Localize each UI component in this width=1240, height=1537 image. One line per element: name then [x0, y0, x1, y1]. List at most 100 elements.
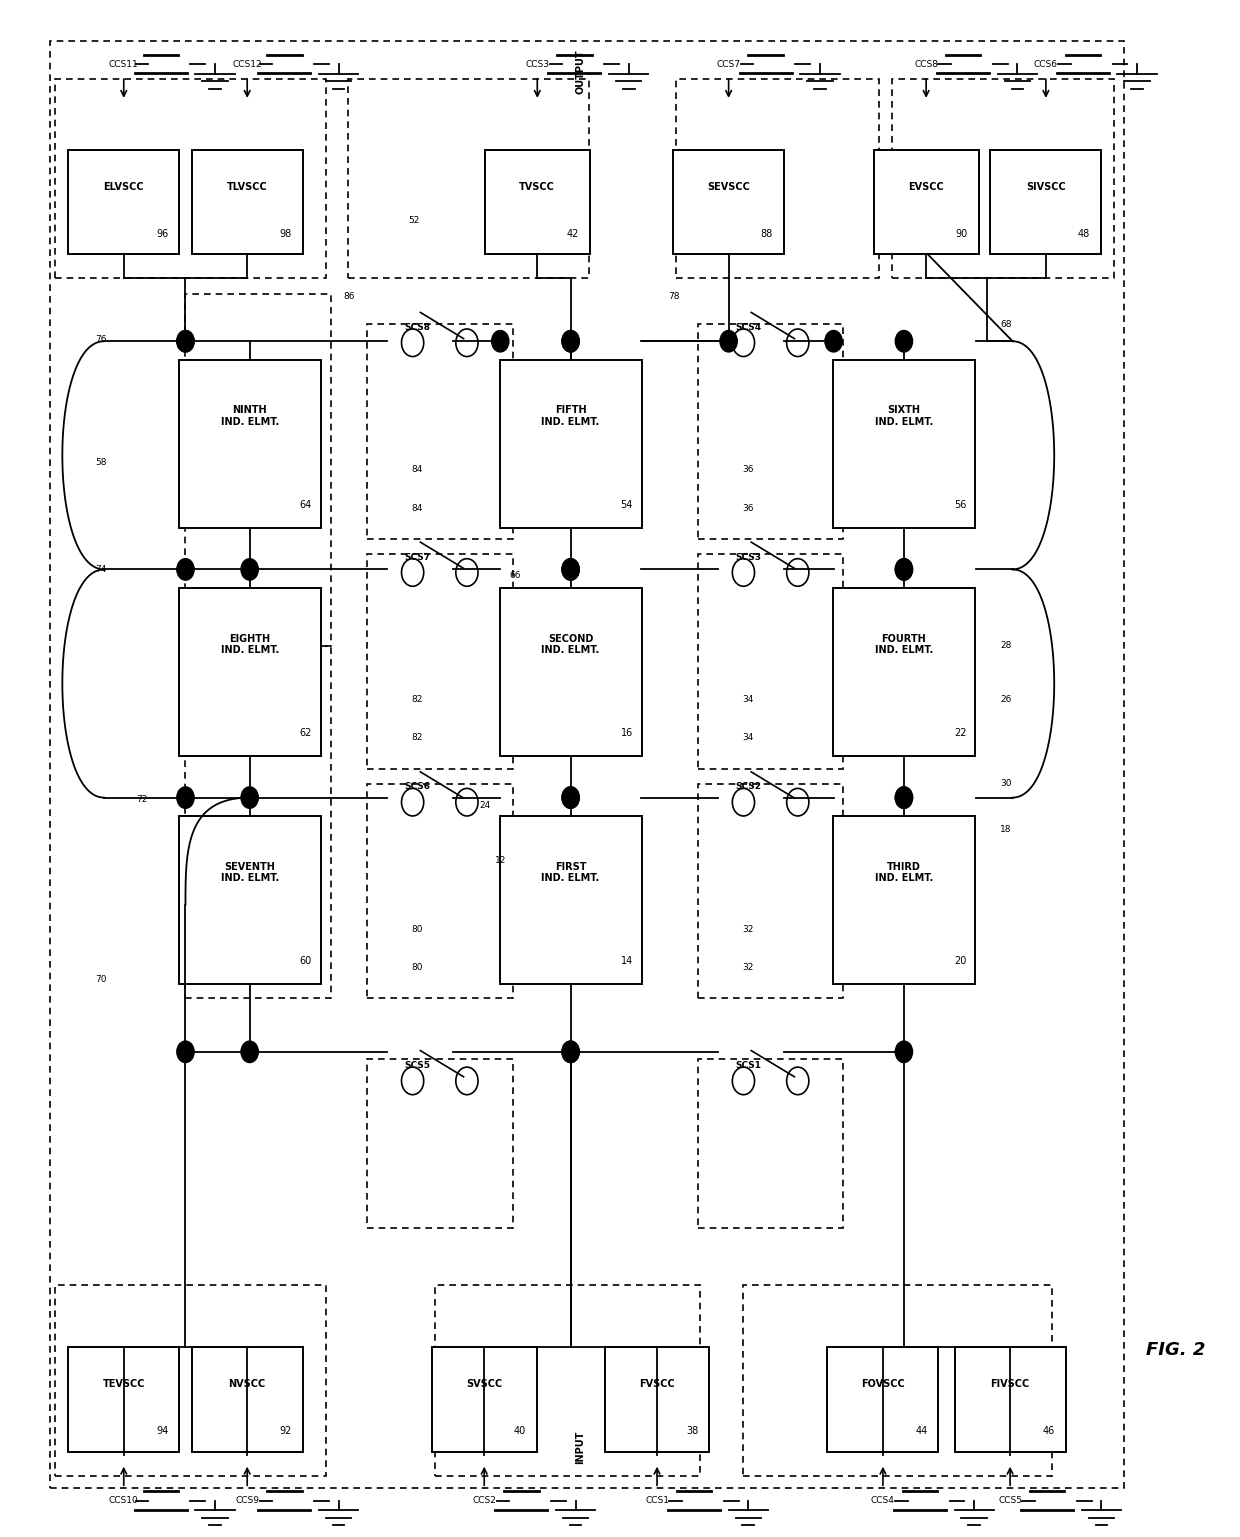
Bar [605, 1348, 709, 1451]
Bar [833, 816, 975, 984]
Text: 36: 36 [743, 504, 754, 513]
Circle shape [241, 787, 258, 808]
Text: 14: 14 [621, 956, 632, 967]
Text: 94: 94 [156, 1426, 169, 1436]
Bar [68, 149, 180, 254]
Circle shape [177, 330, 195, 352]
Text: 48: 48 [1078, 229, 1090, 238]
Text: 80: 80 [410, 925, 423, 934]
Bar [698, 555, 843, 768]
Bar [367, 555, 512, 768]
Text: 32: 32 [743, 964, 754, 971]
Text: 84: 84 [412, 504, 423, 513]
Text: 58: 58 [95, 458, 107, 467]
Text: SCS8: SCS8 [404, 323, 430, 332]
Circle shape [562, 330, 579, 352]
Text: ELVSCC: ELVSCC [103, 181, 144, 192]
Text: THIRD
IND. ELMT.: THIRD IND. ELMT. [874, 862, 932, 884]
Text: CCS3: CCS3 [526, 60, 549, 69]
Text: CCS2: CCS2 [472, 1496, 496, 1505]
Text: CCS1: CCS1 [645, 1496, 670, 1505]
Text: TEVSCC: TEVSCC [103, 1379, 145, 1389]
Text: 78: 78 [668, 292, 680, 301]
Bar [186, 646, 331, 998]
Text: 22: 22 [954, 729, 966, 738]
Text: CCS11: CCS11 [109, 60, 139, 69]
Text: 38: 38 [686, 1426, 698, 1436]
Text: 68: 68 [1001, 320, 1012, 329]
Text: TVSCC: TVSCC [520, 181, 556, 192]
Bar [192, 149, 303, 254]
Text: SCS1: SCS1 [735, 1061, 761, 1070]
Bar [50, 41, 1123, 1488]
Bar [500, 587, 641, 756]
Text: 80: 80 [412, 964, 423, 971]
Text: 96: 96 [156, 229, 169, 238]
Text: SCS4: SCS4 [735, 323, 761, 332]
Circle shape [562, 558, 579, 579]
Bar [367, 1059, 512, 1228]
Text: 54: 54 [620, 500, 632, 510]
Text: SCS3: SCS3 [735, 553, 761, 561]
Text: CCS9: CCS9 [236, 1496, 259, 1505]
Text: 60: 60 [300, 956, 312, 967]
Circle shape [825, 330, 842, 352]
Bar [991, 149, 1101, 254]
Text: SECOND
IND. ELMT.: SECOND IND. ELMT. [542, 633, 600, 655]
Text: SCS2: SCS2 [735, 782, 761, 792]
Text: 32: 32 [742, 925, 754, 934]
Text: 28: 28 [1001, 641, 1012, 650]
Bar [874, 149, 978, 254]
Circle shape [562, 787, 579, 808]
Text: 76: 76 [95, 335, 107, 344]
Text: SCS7: SCS7 [404, 553, 430, 561]
Text: 92: 92 [279, 1426, 291, 1436]
Circle shape [895, 787, 913, 808]
Bar [348, 80, 589, 278]
Circle shape [177, 330, 195, 352]
Bar [827, 1348, 939, 1451]
Text: OUTPUT: OUTPUT [575, 49, 585, 94]
Text: FIRST
IND. ELMT.: FIRST IND. ELMT. [542, 862, 600, 884]
Text: NVSCC: NVSCC [228, 1379, 265, 1389]
Circle shape [241, 1041, 258, 1062]
Text: 84: 84 [412, 466, 423, 475]
Bar [68, 1348, 180, 1451]
Text: 42: 42 [567, 229, 579, 238]
Circle shape [177, 787, 195, 808]
Bar [55, 80, 326, 278]
Text: FOVSCC: FOVSCC [861, 1379, 905, 1389]
Text: 18: 18 [1001, 825, 1012, 835]
Bar [698, 784, 843, 998]
Text: 36: 36 [742, 466, 754, 475]
Bar [500, 360, 641, 529]
Text: 24: 24 [479, 801, 490, 810]
Circle shape [177, 1041, 195, 1062]
Text: EVSCC: EVSCC [908, 181, 944, 192]
Bar [955, 1348, 1065, 1451]
Text: NINTH
IND. ELMT.: NINTH IND. ELMT. [221, 406, 279, 427]
Bar [833, 360, 975, 529]
Bar [673, 149, 784, 254]
Circle shape [562, 558, 579, 579]
Text: CCS7: CCS7 [717, 60, 740, 69]
Text: 40: 40 [513, 1426, 526, 1436]
Text: 88: 88 [761, 229, 773, 238]
Text: SVSCC: SVSCC [466, 1379, 502, 1389]
Text: 30: 30 [1001, 779, 1012, 788]
Text: INPUT: INPUT [575, 1431, 585, 1463]
Text: FIVSCC: FIVSCC [991, 1379, 1029, 1389]
Text: FIG. 2: FIG. 2 [1146, 1342, 1205, 1359]
Text: SCS6: SCS6 [404, 782, 430, 792]
Circle shape [895, 787, 913, 808]
Text: SIXTH
IND. ELMT.: SIXTH IND. ELMT. [874, 406, 932, 427]
Circle shape [491, 330, 508, 352]
Text: 82: 82 [412, 695, 423, 704]
Text: 70: 70 [95, 976, 107, 984]
Bar [500, 816, 641, 984]
Text: 62: 62 [300, 729, 312, 738]
Circle shape [562, 1041, 579, 1062]
Text: CCS12: CCS12 [232, 60, 262, 69]
Text: 44: 44 [915, 1426, 928, 1436]
Bar [55, 1285, 326, 1476]
